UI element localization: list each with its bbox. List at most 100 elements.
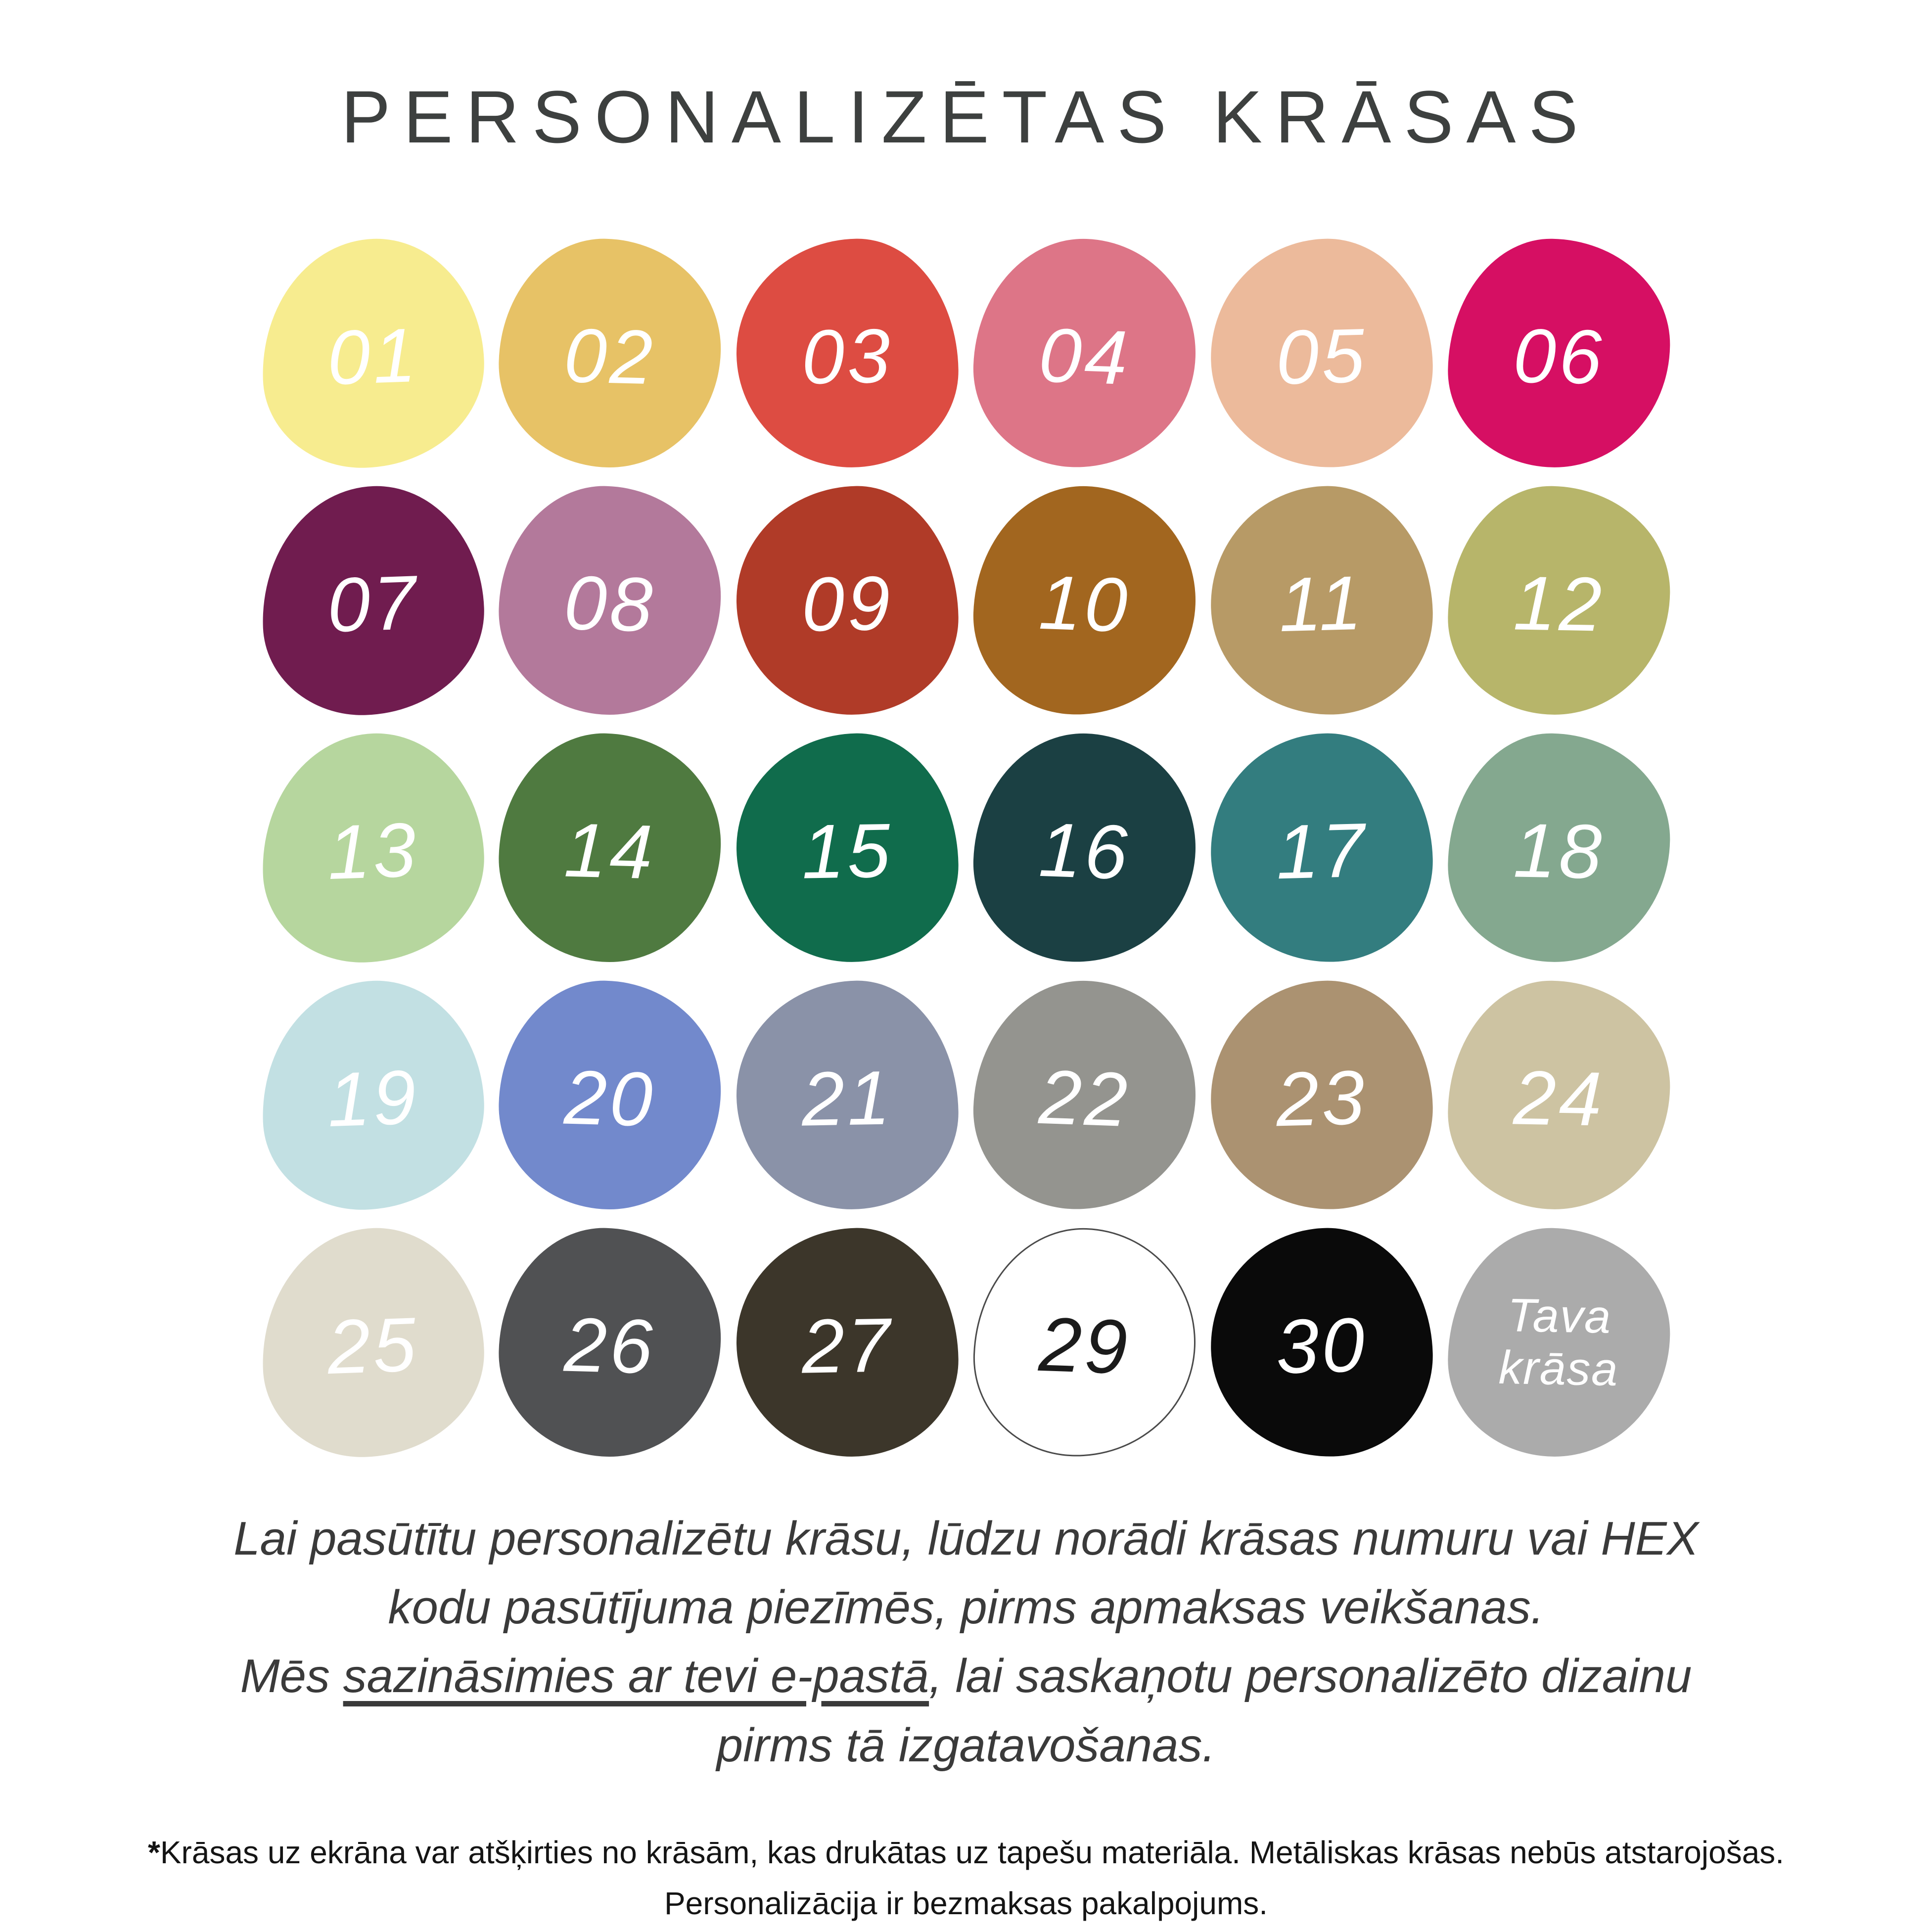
swatch-09-blob: 09 [735,484,961,717]
swatch-04: 04 [969,235,1199,471]
swatch-18-blob: 18 [1446,732,1672,964]
swatch-custom-label-line1: Tava [1507,1288,1612,1343]
asterisk-marker: * [147,1834,160,1870]
swatch-custom: Tava krāsa [1446,1226,1672,1459]
swatch-23-number: 23 [1275,1054,1369,1142]
swatch-26: 26 [496,1225,724,1460]
swatch-07-number: 07 [325,559,420,648]
ordering-instructions-line1: Lai pasūtītu personalizētu krāsu, lūdzu … [233,1512,1699,1565]
swatch-21-blob: 21 [735,979,961,1211]
swatch-05-number: 05 [1275,312,1369,400]
swatch-07-blob: 07 [258,482,488,719]
swatch-18: 18 [1446,732,1672,964]
swatch-25: 25 [258,1224,488,1461]
swatch-08: 08 [496,483,724,718]
swatch-21: 21 [735,979,961,1211]
swatch-custom-label: Tava krāsa [1498,1289,1620,1396]
swatch-25-number: 25 [325,1301,420,1390]
swatch-11-blob: 11 [1208,483,1436,718]
swatch-21-number: 21 [801,1054,894,1142]
swatch-24-blob: 24 [1446,979,1672,1211]
swatch-14-blob: 14 [496,731,724,965]
line3-suffix: , lai saskaņotu personalizēto dizainu [929,1650,1692,1703]
swatch-14-number: 14 [563,807,657,895]
swatch-02-number: 02 [563,312,657,400]
disclaimer: *Krāsas uz ekrāna var atšķirties no krās… [0,1827,1932,1930]
swatch-30-number: 30 [1275,1301,1369,1389]
swatch-30-blob: 30 [1208,1225,1436,1460]
swatch-12-blob: 12 [1446,484,1672,717]
swatch-04-blob: 04 [969,235,1199,471]
swatch-06-number: 06 [1513,312,1606,400]
ordering-instructions-line2: kodu pasūtījuma piezīmēs, pirms apmaksas… [388,1581,1544,1634]
swatch-05: 05 [1208,236,1436,470]
swatch-19-blob: 19 [258,977,488,1213]
swatch-18-number: 18 [1513,807,1606,895]
swatch-23-blob: 23 [1208,978,1436,1212]
swatch-03-number: 03 [801,312,894,400]
email-contact-underlined-text: sazināsimies ar tevi e-pastā [343,1650,929,1703]
disclaimer-line2: Personalizācija ir bezmaksas pakalpojums… [664,1886,1268,1922]
swatch-06-blob: 06 [1446,237,1672,469]
swatch-grid: 01 02 03 04 05 06 07 08 09 10 11 12 13 1… [258,235,1672,1461]
swatch-07: 07 [258,482,488,719]
swatch-15-blob: 15 [735,732,961,964]
disclaimer-line1-text: Krāsas uz ekrāna var atšķirties no krāsā… [160,1834,1785,1870]
swatch-11-number: 11 [1278,559,1366,647]
swatch-02: 02 [496,236,724,470]
swatch-26-blob: 26 [496,1225,724,1460]
swatch-01-number: 01 [325,312,420,401]
swatch-10: 10 [969,482,1199,719]
swatch-29-number: 29 [1037,1301,1132,1390]
swatch-08-number: 08 [563,559,657,647]
swatch-03: 03 [735,237,961,469]
swatch-20-blob: 20 [496,978,724,1212]
swatch-05-blob: 05 [1208,236,1436,470]
swatch-20: 20 [496,978,724,1212]
swatch-14: 14 [496,731,724,965]
swatch-29-blob: 29 [969,1224,1199,1461]
swatch-17-number: 17 [1275,807,1369,895]
swatch-12-number: 12 [1513,559,1606,647]
swatch-24: 24 [1446,979,1672,1211]
swatch-19: 19 [258,977,488,1213]
swatch-26-number: 26 [563,1301,657,1389]
swatch-24-number: 24 [1513,1054,1606,1142]
swatch-01-blob: 01 [258,235,488,471]
swatch-10-number: 10 [1037,559,1132,648]
swatch-22: 22 [969,977,1199,1213]
swatch-22-number: 22 [1037,1054,1132,1143]
disclaimer-line1: *Krāsas uz ekrāna var atšķirties no krās… [0,1827,1932,1879]
swatch-13-blob: 13 [258,730,488,966]
swatch-06: 06 [1446,237,1672,469]
swatch-08-blob: 08 [496,483,724,718]
swatch-03-blob: 03 [735,237,961,469]
swatch-30: 30 [1208,1225,1436,1460]
swatch-27-blob: 27 [735,1226,961,1459]
swatch-13: 13 [258,730,488,966]
swatch-custom-label-line2: krāsa [1498,1341,1619,1396]
swatch-16-number: 16 [1037,806,1132,895]
page-title: PERSONALIZĒTAS KRĀSAS [341,75,1591,158]
swatch-19-number: 19 [325,1054,420,1143]
ordering-instructions-line3: Mēs sazināsimies ar tevi e-pastā, lai sa… [0,1642,1932,1710]
ordering-instructions: Lai pasūtītu personalizētu krāsu, lūdzu … [0,1504,1932,1780]
swatch-15-number: 15 [801,807,894,895]
swatch-01: 01 [258,235,488,471]
line3-prefix: Mēs [240,1650,343,1703]
swatch-15: 15 [735,732,961,964]
swatch-09: 09 [735,484,961,717]
swatch-16-blob: 16 [969,730,1199,966]
swatch-23: 23 [1208,978,1436,1212]
swatch-27: 27 [735,1226,961,1459]
swatch-25-blob: 25 [258,1224,488,1461]
swatch-10-blob: 10 [969,482,1199,719]
swatch-17: 17 [1208,731,1436,965]
swatch-custom-blob: Tava krāsa [1446,1226,1672,1459]
swatch-16: 16 [969,730,1199,966]
swatch-04-number: 04 [1037,312,1132,401]
swatch-11: 11 [1208,483,1436,718]
swatch-02-blob: 02 [496,236,724,470]
swatch-29: 29 [969,1224,1199,1461]
